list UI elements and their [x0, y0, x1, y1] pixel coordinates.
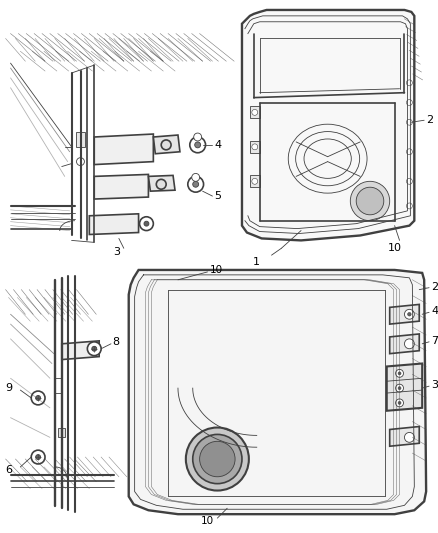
Polygon shape — [250, 107, 260, 118]
Text: 2: 2 — [431, 281, 438, 292]
Circle shape — [398, 386, 401, 390]
Polygon shape — [153, 135, 180, 154]
Polygon shape — [129, 270, 426, 514]
Text: 1: 1 — [253, 257, 260, 267]
Circle shape — [252, 179, 258, 184]
Text: 10: 10 — [388, 243, 402, 253]
Polygon shape — [242, 10, 414, 240]
Circle shape — [186, 427, 249, 490]
Circle shape — [356, 187, 384, 215]
Text: 6: 6 — [5, 465, 12, 475]
Polygon shape — [390, 426, 419, 446]
Polygon shape — [89, 214, 138, 235]
Circle shape — [31, 450, 45, 464]
Circle shape — [398, 372, 401, 375]
Text: 5: 5 — [214, 191, 221, 201]
Circle shape — [140, 217, 153, 231]
Polygon shape — [75, 132, 85, 147]
Circle shape — [192, 173, 200, 181]
Polygon shape — [94, 134, 153, 165]
Circle shape — [404, 339, 414, 349]
Circle shape — [35, 395, 41, 400]
Circle shape — [195, 142, 201, 148]
Circle shape — [404, 432, 414, 442]
Polygon shape — [250, 175, 260, 187]
Circle shape — [87, 342, 101, 356]
Circle shape — [35, 455, 41, 459]
Text: 8: 8 — [112, 337, 119, 347]
Circle shape — [190, 137, 205, 153]
Circle shape — [156, 179, 166, 189]
Polygon shape — [94, 174, 148, 199]
Circle shape — [194, 133, 201, 141]
Circle shape — [396, 384, 403, 392]
Circle shape — [406, 179, 412, 184]
Circle shape — [193, 181, 199, 187]
Circle shape — [200, 441, 235, 477]
Polygon shape — [387, 364, 422, 411]
Text: 9: 9 — [5, 383, 12, 393]
Circle shape — [252, 109, 258, 115]
Text: 10: 10 — [209, 265, 223, 275]
Circle shape — [193, 434, 242, 483]
Text: 7: 7 — [431, 336, 438, 346]
Circle shape — [144, 221, 149, 226]
Circle shape — [406, 149, 412, 155]
Circle shape — [252, 144, 258, 150]
Circle shape — [406, 80, 412, 86]
Circle shape — [404, 309, 414, 319]
Circle shape — [406, 119, 412, 125]
Circle shape — [396, 369, 403, 377]
Text: 4: 4 — [431, 306, 438, 316]
Circle shape — [92, 346, 97, 351]
Text: 2: 2 — [426, 115, 433, 125]
Polygon shape — [390, 334, 419, 354]
Circle shape — [406, 100, 412, 106]
Circle shape — [398, 401, 401, 405]
Polygon shape — [58, 427, 65, 438]
Circle shape — [188, 176, 204, 192]
Circle shape — [31, 391, 45, 405]
Text: 3: 3 — [113, 247, 120, 257]
Circle shape — [161, 140, 171, 150]
Polygon shape — [62, 341, 99, 360]
Text: 10: 10 — [201, 516, 214, 526]
Circle shape — [408, 312, 411, 316]
Polygon shape — [250, 141, 260, 153]
Circle shape — [350, 181, 390, 221]
Text: 3: 3 — [431, 380, 438, 390]
Circle shape — [77, 158, 85, 166]
Polygon shape — [390, 304, 419, 324]
Polygon shape — [148, 175, 175, 191]
Circle shape — [396, 399, 403, 407]
Circle shape — [406, 203, 412, 209]
Text: 4: 4 — [214, 140, 222, 150]
